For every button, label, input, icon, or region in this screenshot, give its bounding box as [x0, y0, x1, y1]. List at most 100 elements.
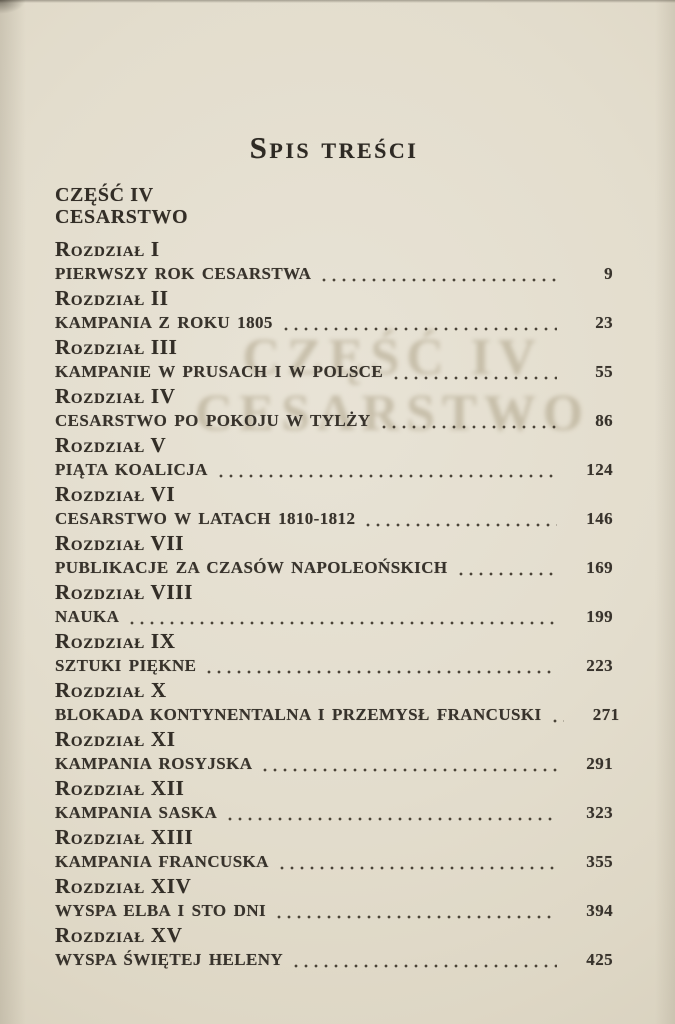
dot-leader	[215, 465, 557, 479]
chapter-page-number: 146	[586, 509, 613, 528]
dot-leader	[319, 269, 557, 283]
chapter-label: Rozdział XIV	[55, 874, 192, 898]
chapter-page-number: 9	[604, 264, 613, 283]
chapter-label: Rozdział VI	[55, 482, 176, 506]
part-label: CZĘŚĆ IV	[55, 184, 154, 206]
photo-top-edge-shadow	[0, 0, 675, 3]
chapter-label: Rozdział IX	[55, 629, 176, 653]
chapter-label: Rozdział XV	[55, 923, 183, 947]
chapter-title: PIERWSZY ROK CESARSTWA	[55, 264, 312, 283]
chapter-row: PIERWSZY ROK CESARSTWA 9	[55, 261, 613, 286]
chapter-row: WYSPA ŚWIĘTEJ HELENY 425	[55, 947, 613, 972]
dot-leader	[391, 367, 557, 381]
chapter-page-number: 169	[586, 558, 613, 577]
chapter-page-number: 124	[586, 460, 613, 479]
dot-leader	[549, 710, 564, 724]
toc-entry: Rozdział XIV WYSPA ELBA I STO DNI 394	[55, 874, 613, 923]
chapter-label: Rozdział III	[55, 335, 178, 359]
chapter-row: CESARSTWO PO POKOJU W TYLŻY 86	[55, 408, 613, 433]
chapter-row: WYSPA ELBA I STO DNI 394	[55, 898, 613, 923]
part-heading: CZĘŚĆ IV CESARSTWO	[55, 184, 613, 228]
chapter-label: Rozdział V	[55, 433, 167, 457]
chapter-title: NAUKA	[55, 607, 120, 626]
toc-entry: Rozdział XV WYSPA ŚWIĘTEJ HELENY 425	[55, 923, 613, 972]
chapter-page-number: 86	[595, 411, 613, 430]
photo-right-edge-shadow	[655, 0, 675, 1024]
chapter-row: KAMPANIA Z ROKU 1805 23	[55, 310, 613, 335]
toc-entry: Rozdział VI CESARSTWO W LATACH 1810-1812…	[55, 482, 613, 531]
toc-entry: Rozdział V PIĄTA KOALICJA 124	[55, 433, 613, 482]
chapter-title: KAMPANIE W PRUSACH I W POLSCE	[55, 362, 384, 381]
chapter-row: SZTUKI PIĘKNE 223	[55, 653, 613, 678]
page-title: Spis treści	[249, 130, 419, 165]
chapter-page-number: 425	[586, 950, 613, 969]
toc-list: Rozdział I PIERWSZY ROK CESARSTWA 9 Rozd…	[55, 237, 619, 972]
dot-leader	[260, 759, 557, 773]
toc-entry: Rozdział VIII NAUKA 199	[55, 580, 613, 629]
chapter-page-number: 199	[586, 607, 613, 626]
dot-leader	[280, 318, 557, 332]
chapter-title: KAMPANIA Z ROKU 1805	[55, 313, 273, 332]
chapter-title: WYSPA ELBA I STO DNI	[55, 901, 267, 920]
chapter-label: Rozdział II	[55, 286, 169, 310]
dot-leader	[455, 563, 557, 577]
toc-entry: Rozdział VII PUBLIKACJE ZA CZASÓW NAPOLE…	[55, 531, 613, 580]
chapter-row: BLOKADA KONTYNENTALNA I PRZEMYSŁ FRANCUS…	[55, 702, 619, 727]
chapter-row: KAMPANIA ROSYJSKA 291	[55, 751, 613, 776]
chapter-label: Rozdział XII	[55, 776, 185, 800]
chapter-page-number: 23	[595, 313, 613, 332]
book-page: Spis treści CZĘŚĆ IV CESARSTWO Rozdział …	[55, 130, 619, 972]
dot-leader	[276, 857, 557, 871]
chapter-title: KAMPANIA FRANCUSKA	[55, 852, 269, 871]
chapter-row: KAMPANIA FRANCUSKA 355	[55, 849, 613, 874]
chapter-title: BLOKADA KONTYNENTALNA I PRZEMYSŁ FRANCUS…	[55, 705, 542, 724]
chapter-label: Rozdział XIII	[55, 825, 194, 849]
chapter-title: CESARSTWO PO POKOJU W TYLŻY	[55, 411, 371, 430]
dot-leader	[363, 514, 557, 528]
toc-entry: Rozdział XII KAMPANIA SASKA 323	[55, 776, 613, 825]
dot-leader	[378, 416, 557, 430]
chapter-page-number: 271	[592, 705, 620, 724]
chapter-title: WYSPA ŚWIĘTEJ HELENY	[55, 950, 284, 969]
chapter-row: PUBLIKACJE ZA CZASÓW NAPOLEOŃSKICH 169	[55, 555, 613, 580]
chapter-page-number: 291	[586, 754, 613, 773]
toc-entry: Rozdział X BLOKADA KONTYNENTALNA I PRZEM…	[55, 678, 619, 727]
chapter-row: KAMPANIE W PRUSACH I W POLSCE 55	[55, 359, 613, 384]
chapter-title: KAMPANIA SASKA	[55, 803, 218, 822]
chapter-title: PUBLIKACJE ZA CZASÓW NAPOLEOŃSKICH	[55, 558, 448, 577]
chapter-title: PIĄTA KOALICJA	[55, 460, 208, 479]
chapter-page-number: 323	[586, 803, 613, 822]
chapter-label: Rozdział XI	[55, 727, 176, 751]
chapter-label: Rozdział VII	[55, 531, 185, 555]
chapter-label: Rozdział IV	[55, 384, 176, 408]
toc-entry: Rozdział IX SZTUKI PIĘKNE 223	[55, 629, 613, 678]
chapter-title: CESARSTWO W LATACH 1810-1812	[55, 509, 356, 528]
chapter-label: Rozdział VIII	[55, 580, 194, 604]
toc-entry: Rozdział III KAMPANIE W PRUSACH I W POLS…	[55, 335, 613, 384]
show-through-watermark: CZĘŚĆ IV CESARSTWO	[110, 330, 675, 442]
toc-entry: Rozdział IV CESARSTWO PO POKOJU W TYLŻY …	[55, 384, 613, 433]
toc-entry: Rozdział XI KAMPANIA ROSYJSKA 291	[55, 727, 613, 776]
photo-corner-smudge	[0, 0, 26, 14]
chapter-title: KAMPANIA ROSYJSKA	[55, 754, 253, 773]
part-name: CESARSTWO	[55, 206, 189, 228]
toc-entry: Rozdział XIII KAMPANIA FRANCUSKA 355	[55, 825, 613, 874]
chapter-page-number: 223	[586, 656, 613, 675]
chapter-title: SZTUKI PIĘKNE	[55, 656, 197, 675]
chapter-row: PIĄTA KOALICJA 124	[55, 457, 613, 482]
toc-entry: Rozdział I PIERWSZY ROK CESARSTWA 9	[55, 237, 613, 286]
chapter-row: KAMPANIA SASKA 323	[55, 800, 613, 825]
chapter-label: Rozdział I	[55, 237, 160, 261]
dot-leader	[127, 612, 557, 626]
chapter-page-number: 355	[586, 852, 613, 871]
chapter-row: CESARSTWO W LATACH 1810-1812 146	[55, 506, 613, 531]
chapter-row: NAUKA 199	[55, 604, 613, 629]
dot-leader	[225, 808, 557, 822]
toc-entry: Rozdział II KAMPANIA Z ROKU 1805 23	[55, 286, 613, 335]
chapter-page-number: 394	[586, 901, 613, 920]
photo-left-edge-shadow	[0, 0, 26, 1024]
dot-leader	[204, 661, 557, 675]
chapter-page-number: 55	[595, 362, 613, 381]
watermark-line-2: CESARSTWO	[194, 385, 591, 442]
dot-leader	[274, 906, 557, 920]
